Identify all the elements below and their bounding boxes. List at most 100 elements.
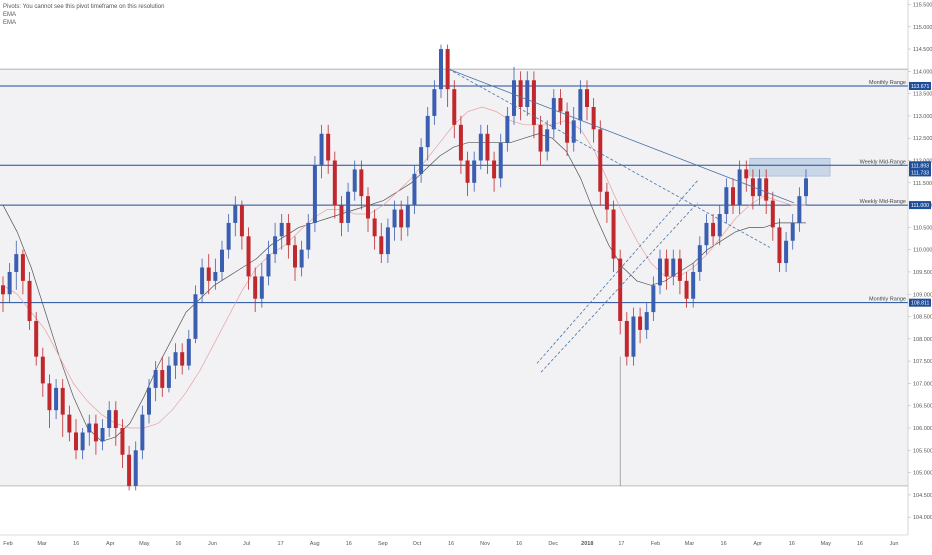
- time-tick-label: Apr: [753, 541, 762, 547]
- time-tick-label: 16: [721, 541, 727, 547]
- candle: [259, 276, 264, 299]
- candle: [74, 432, 78, 451]
- price-tag-label: 108.811: [911, 301, 929, 307]
- candle: [611, 209, 616, 259]
- time-tick-label: 16: [73, 541, 79, 547]
- candle: [47, 383, 52, 411]
- chart-legend: Pivots: You cannot see this pivot timefr…: [3, 3, 164, 27]
- candle: [711, 222, 716, 237]
- price-tick-label: 104.000: [913, 515, 932, 521]
- price-tick-label: 106.500: [913, 404, 932, 410]
- price-tick-label: 111.500: [913, 181, 932, 187]
- candle: [737, 169, 742, 206]
- trendline-dashed: [540, 202, 698, 373]
- candle: [113, 410, 118, 428]
- candle: [704, 222, 709, 246]
- time-tick-label: 17: [278, 541, 284, 547]
- candle: [346, 191, 351, 223]
- candle: [299, 249, 304, 268]
- candle: [571, 120, 576, 143]
- level-label: Weekly Mid-Range: [860, 199, 906, 205]
- candle: [293, 245, 297, 268]
- candle: [804, 178, 808, 197]
- price-tick-label: 104.500: [913, 493, 932, 499]
- candle: [220, 249, 224, 272]
- price-tick-label: 109.500: [913, 270, 932, 276]
- price-tag: [909, 201, 931, 210]
- candle: [80, 432, 85, 451]
- candle: [498, 142, 503, 179]
- trendline: [448, 68, 795, 204]
- time-tick-label: 16: [448, 541, 454, 547]
- time-tick-label: 16: [516, 541, 522, 547]
- candle: [744, 169, 749, 179]
- legend-ema-2: EMA: [3, 20, 17, 26]
- candle: [565, 111, 570, 143]
- candle: [658, 258, 662, 286]
- candle: [525, 80, 530, 107]
- price-tag: [909, 298, 931, 307]
- candle: [173, 352, 178, 366]
- price-tick-label: 112.500: [913, 136, 932, 142]
- candle: [518, 80, 523, 107]
- candle: [14, 254, 19, 272]
- time-axis-background: [0, 535, 932, 550]
- candle: [133, 450, 138, 486]
- range-shade: [0, 69, 908, 486]
- candle: [770, 200, 775, 228]
- price-tag-label: 111.733: [911, 170, 929, 176]
- time-tick-label: Feb: [651, 541, 660, 547]
- candle: [306, 222, 311, 250]
- time-tick-label: 16: [346, 541, 352, 547]
- price-tag-label: 111.893: [911, 163, 929, 169]
- candle: [93, 423, 98, 442]
- candle: [147, 387, 151, 415]
- price-tick-label: 113.000: [913, 114, 932, 120]
- time-tick-label: Jun: [208, 541, 217, 547]
- candle: [266, 254, 271, 277]
- candle: [677, 258, 682, 281]
- candle: [598, 129, 603, 192]
- candle: [478, 133, 483, 161]
- candle: [558, 98, 563, 112]
- price-tag: [909, 82, 931, 91]
- legend-ema-1: EMA: [3, 12, 17, 18]
- candle: [366, 196, 370, 219]
- candle: [684, 280, 689, 299]
- candle: [432, 89, 437, 116]
- candle: [127, 454, 132, 486]
- candle: [505, 115, 510, 143]
- candle: [120, 428, 125, 455]
- level-label: Weekly Mid-Range: [860, 159, 906, 165]
- time-tick-label: Mar: [37, 541, 47, 547]
- candle: [87, 423, 92, 433]
- time-tick-label: Nov: [480, 541, 490, 547]
- price-tick-label: 113.500: [913, 92, 932, 98]
- candle: [273, 236, 278, 255]
- candle: [60, 387, 65, 415]
- candle: [392, 209, 397, 228]
- candle: [326, 133, 331, 161]
- candle: [54, 387, 59, 411]
- candle: [67, 414, 72, 433]
- time-tick-label: May: [139, 541, 150, 547]
- level-label: Monthly Range: [869, 80, 906, 86]
- candle: [777, 227, 782, 264]
- candle: [100, 428, 105, 442]
- candle: [717, 214, 722, 237]
- candle: [239, 205, 244, 237]
- candle: [731, 187, 735, 206]
- time-tick-label: Sep: [378, 541, 388, 547]
- candle: [671, 258, 676, 277]
- candle: [233, 205, 238, 223]
- price-tick-label: 107.000: [913, 381, 932, 387]
- candle: [40, 356, 45, 384]
- candle: [186, 338, 191, 366]
- time-tick-label: Mar: [685, 541, 695, 547]
- time-tick-label: 16: [175, 541, 181, 547]
- price-tick-label: 105.000: [913, 471, 932, 477]
- price-tick-label: 115.500: [913, 2, 932, 8]
- candle: [372, 218, 377, 237]
